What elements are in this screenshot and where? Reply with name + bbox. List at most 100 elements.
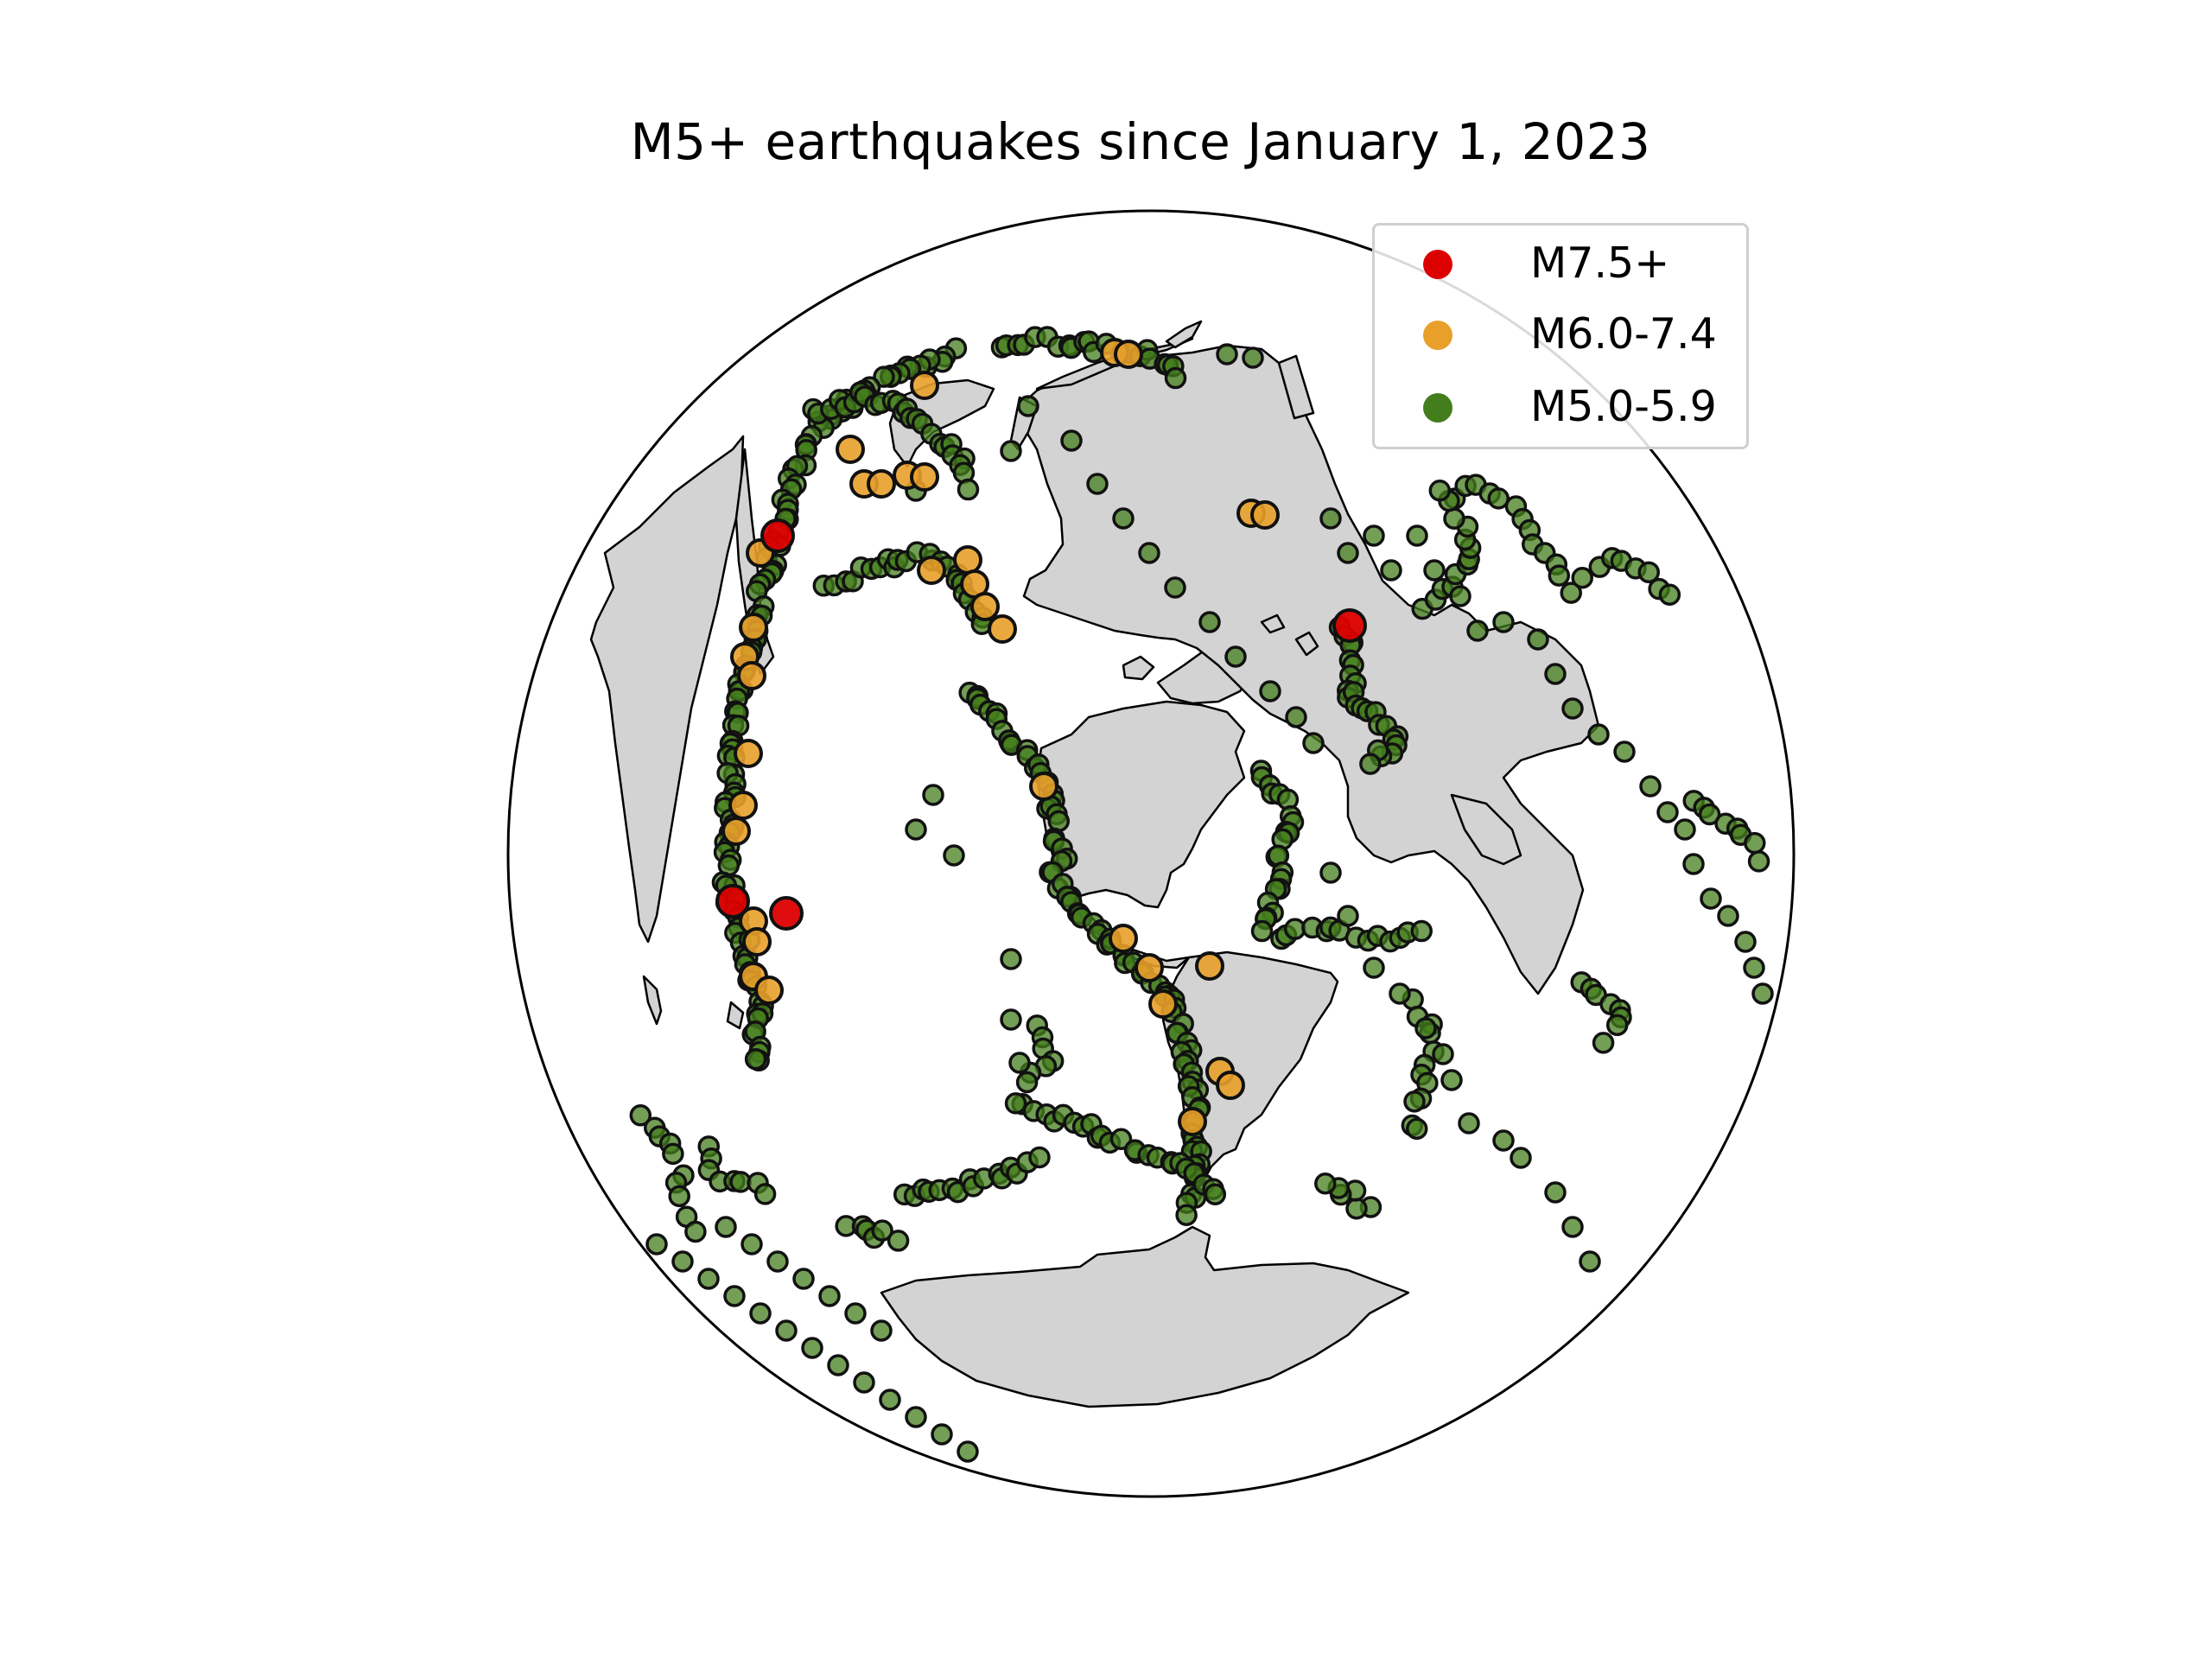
quake-m6: [988, 614, 1017, 644]
land-siberia-east: [1277, 354, 1315, 420]
quake-m5: [1751, 982, 1774, 1005]
quake-m5: [1164, 576, 1186, 599]
legend-label-m5: M5.0-5.9: [1530, 382, 1717, 431]
quake-m5: [905, 818, 927, 841]
quake-m6: [970, 592, 1000, 621]
globe-outline: [506, 209, 1796, 1498]
land-australia: [589, 435, 745, 944]
quake-m5: [853, 1371, 875, 1394]
quake-m5: [957, 478, 980, 501]
quake-m5: [684, 1220, 707, 1243]
quake-m5: [1285, 706, 1307, 728]
quake-m5: [1544, 663, 1567, 685]
quake-m5: [1734, 931, 1757, 953]
quake-m5: [1216, 343, 1238, 365]
quake-m5: [879, 1389, 901, 1411]
quake-m5: [931, 1423, 953, 1446]
quake-m5: [801, 1337, 823, 1359]
quake-m6: [836, 435, 865, 464]
quake-m5: [671, 1250, 694, 1273]
quake-m5: [766, 1250, 789, 1273]
quake-m5: [1138, 542, 1160, 564]
quake-m5: [645, 1233, 668, 1255]
quake-m5: [1414, 1017, 1437, 1039]
legend-entry-m5: M5.0-5.9: [1375, 381, 1746, 433]
quake-m5: [844, 1302, 867, 1325]
quake-m5: [1345, 1197, 1368, 1220]
quake-m5: [1410, 919, 1433, 943]
quake-m5: [792, 1268, 815, 1290]
chart-title: M5+ earthquakes since January 1, 2023: [630, 112, 1651, 171]
quake-m5: [871, 1219, 893, 1242]
quake-m5: [1008, 1052, 1031, 1074]
quake-m5: [1658, 583, 1681, 606]
quake-m5: [1337, 905, 1359, 927]
legend-marker-m6: [1423, 321, 1452, 350]
quake-m5: [1204, 1183, 1227, 1205]
quake-m5: [1747, 850, 1770, 873]
legend-label-m7: M7.5+: [1530, 238, 1670, 288]
land-arctic-islands: [1122, 655, 1155, 681]
quake-m5: [1112, 507, 1135, 530]
quake-m6: [1029, 772, 1058, 801]
quake-m5: [1017, 395, 1039, 417]
quake-m5: [1571, 566, 1593, 589]
quake-m5: [1198, 611, 1221, 633]
quake-m5: [1443, 507, 1465, 530]
quake-m5: [1337, 542, 1359, 564]
quake-m5: [1561, 697, 1584, 720]
quake-m5: [697, 1268, 720, 1290]
quake-m5: [827, 1354, 849, 1376]
quake-m6: [737, 661, 766, 690]
land-india: [1450, 793, 1522, 866]
quake-m5: [1432, 1043, 1454, 1065]
quake-m5: [629, 1104, 652, 1127]
quake-m5: [1458, 1112, 1480, 1135]
quake-m5: [1656, 801, 1679, 823]
quake-m5: [1698, 803, 1721, 826]
quake-m5: [1380, 559, 1402, 582]
legend-label-m6: M6.0-7.4: [1530, 309, 1717, 359]
quake-m5: [1363, 524, 1385, 547]
quake-m5: [957, 1440, 979, 1463]
quake-m5: [887, 1230, 910, 1252]
quake-m5: [753, 1183, 777, 1205]
quake-m5: [741, 1233, 763, 1255]
quake-m5: [1613, 741, 1636, 763]
quake-m5: [1242, 346, 1264, 369]
quake-m5: [1544, 1181, 1567, 1204]
quake-m5: [1527, 628, 1549, 651]
quake-m5: [1000, 948, 1022, 970]
quake-m5: [1548, 564, 1571, 587]
quake-m5: [1428, 479, 1452, 502]
quake-m5: [905, 1406, 927, 1428]
quake-m5: [1250, 919, 1274, 943]
quake-m6: [1109, 924, 1138, 953]
quake-m5: [1109, 1128, 1133, 1151]
legend: M7.5+ M6.0-7.4 M5.0-5.9: [1372, 223, 1749, 449]
quake-m5: [1449, 585, 1471, 607]
quake-m5: [922, 784, 944, 806]
quake-m6: [1135, 953, 1164, 982]
quake-m5: [1004, 1092, 1027, 1115]
quake-m5: [1717, 905, 1739, 927]
quake-m5: [1682, 853, 1705, 875]
quake-m7: [769, 896, 804, 931]
quake-m5: [1487, 487, 1510, 510]
quake-m5: [1406, 524, 1428, 547]
land-alaska: [888, 378, 995, 468]
quake-m5: [943, 844, 965, 867]
land-masses: [589, 320, 1600, 1408]
quake-m6: [1195, 951, 1224, 981]
quake-m5: [1000, 440, 1022, 462]
quake-m5: [1224, 645, 1247, 668]
quake-m5: [1605, 1014, 1629, 1037]
quake-m5: [1164, 366, 1187, 390]
legend-marker-m7: [1423, 250, 1452, 279]
quake-m5: [1319, 861, 1342, 884]
land-new-zealand: [642, 975, 663, 1026]
quake-m5: [1743, 957, 1765, 979]
quake-m5: [1561, 1216, 1584, 1238]
land-british-isles: [1294, 631, 1319, 657]
